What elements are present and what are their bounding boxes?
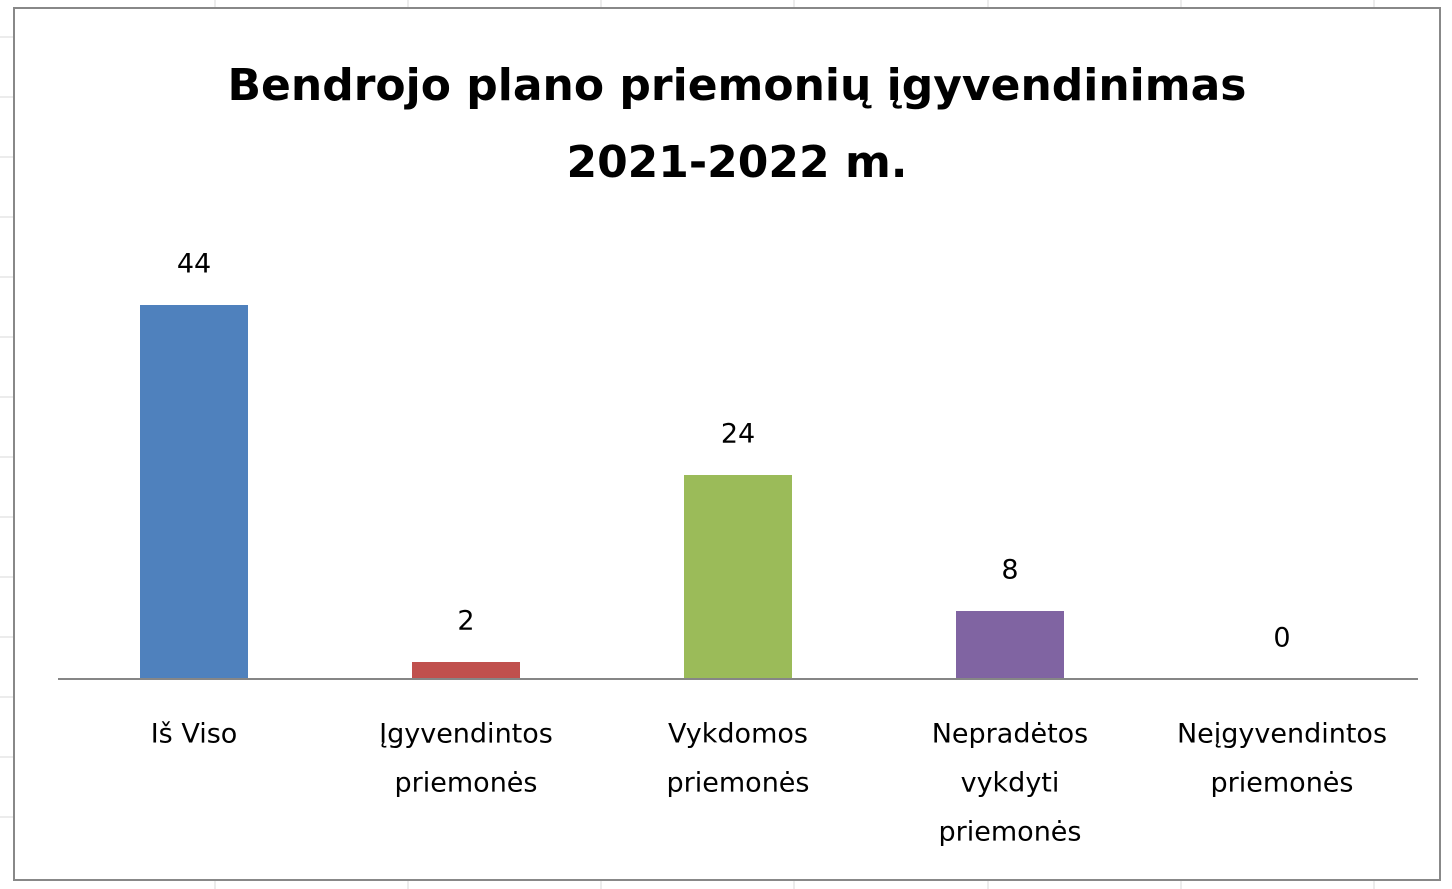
x-tick-label: Vykdomos bbox=[668, 719, 808, 750]
chart-border bbox=[13, 7, 1441, 881]
data-label: 0 bbox=[1273, 623, 1290, 654]
bar bbox=[684, 475, 792, 679]
x-tick-label: priemonės bbox=[395, 768, 538, 799]
chart-title: Bendrojo plano priemonių įgyvendinimas bbox=[228, 60, 1247, 111]
bar bbox=[956, 611, 1064, 679]
data-label: 8 bbox=[1001, 555, 1018, 586]
x-tick-label: Nepradėtos bbox=[932, 719, 1089, 750]
sheet-grid bbox=[0, 0, 1375, 889]
bar bbox=[412, 662, 520, 679]
data-label: 2 bbox=[457, 606, 474, 637]
x-tick-label: Įgyvendintos bbox=[379, 719, 553, 750]
x-tick-label: priemonės bbox=[1211, 768, 1354, 799]
x-tick-label: Iš Viso bbox=[151, 719, 238, 750]
x-tick-label: priemonės bbox=[667, 768, 810, 799]
data-label: 44 bbox=[177, 249, 211, 280]
data-label: 24 bbox=[721, 419, 755, 450]
chart-title: 2021-2022 m. bbox=[566, 137, 907, 188]
x-tick-label: Neįgyvendintos bbox=[1177, 719, 1387, 750]
bar bbox=[140, 305, 248, 679]
x-tick-label: vykdyti bbox=[961, 768, 1060, 799]
x-tick-label: priemonės bbox=[939, 817, 1082, 848]
